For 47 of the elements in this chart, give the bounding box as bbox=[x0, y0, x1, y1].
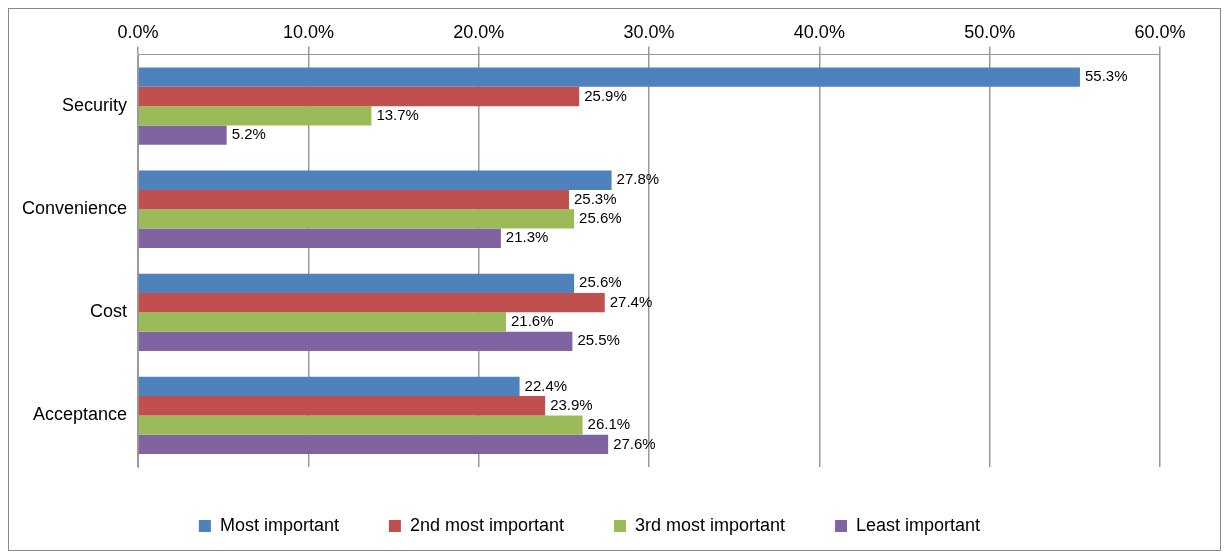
bar bbox=[138, 189, 569, 210]
data-label: 25.6% bbox=[579, 273, 622, 291]
bar bbox=[138, 331, 573, 352]
legend-label: 3rd most important bbox=[634, 514, 786, 535]
bar bbox=[138, 415, 583, 435]
x-tick-label: 50.0% bbox=[964, 21, 1016, 42]
legend-label: 2nd most important bbox=[409, 514, 564, 535]
bar bbox=[138, 312, 506, 332]
data-label: 5.2% bbox=[231, 125, 266, 143]
bar bbox=[138, 86, 580, 107]
bar bbox=[138, 293, 605, 313]
x-tick-label: 40.0% bbox=[793, 21, 845, 42]
x-tick-label: 20.0% bbox=[453, 21, 505, 42]
legend-label: Most important bbox=[219, 514, 339, 535]
legend-label: Least important bbox=[856, 514, 981, 535]
bar bbox=[138, 67, 1080, 87]
data-label: 23.9% bbox=[550, 395, 593, 413]
data-label: 22.4% bbox=[524, 376, 568, 394]
x-tick-label: 0.0% bbox=[117, 21, 159, 42]
data-label: 25.3% bbox=[573, 189, 617, 207]
bar bbox=[138, 170, 612, 190]
data-label: 55.3% bbox=[1084, 67, 1128, 85]
bar bbox=[138, 376, 520, 397]
y-tick-label: Cost bbox=[90, 301, 128, 322]
data-label: 25.9% bbox=[584, 86, 627, 104]
data-label: 27.4% bbox=[609, 292, 653, 310]
bar bbox=[138, 273, 575, 294]
data-label: 25.6% bbox=[579, 209, 622, 227]
bar bbox=[138, 434, 609, 455]
data-label: 13.7% bbox=[376, 105, 419, 123]
bar bbox=[138, 228, 501, 248]
data-label: 25.5% bbox=[577, 331, 620, 349]
data-label: 27.8% bbox=[616, 170, 660, 188]
x-tick-label: 60.0% bbox=[1134, 21, 1186, 42]
y-tick-label: Security bbox=[62, 95, 128, 116]
data-label: 26.1% bbox=[587, 415, 631, 433]
x-tick-label: 30.0% bbox=[623, 21, 675, 42]
bar bbox=[138, 106, 372, 126]
x-tick-label: 10.0% bbox=[282, 21, 334, 42]
y-tick-label: Convenience bbox=[22, 198, 128, 219]
bar bbox=[138, 125, 227, 145]
bar bbox=[138, 209, 575, 229]
bar bbox=[138, 396, 546, 416]
y-tick-label: Acceptance bbox=[33, 404, 128, 425]
data-label: 21.6% bbox=[510, 312, 554, 330]
data-label: 27.6% bbox=[613, 434, 656, 452]
data-label: 21.3% bbox=[505, 228, 549, 246]
